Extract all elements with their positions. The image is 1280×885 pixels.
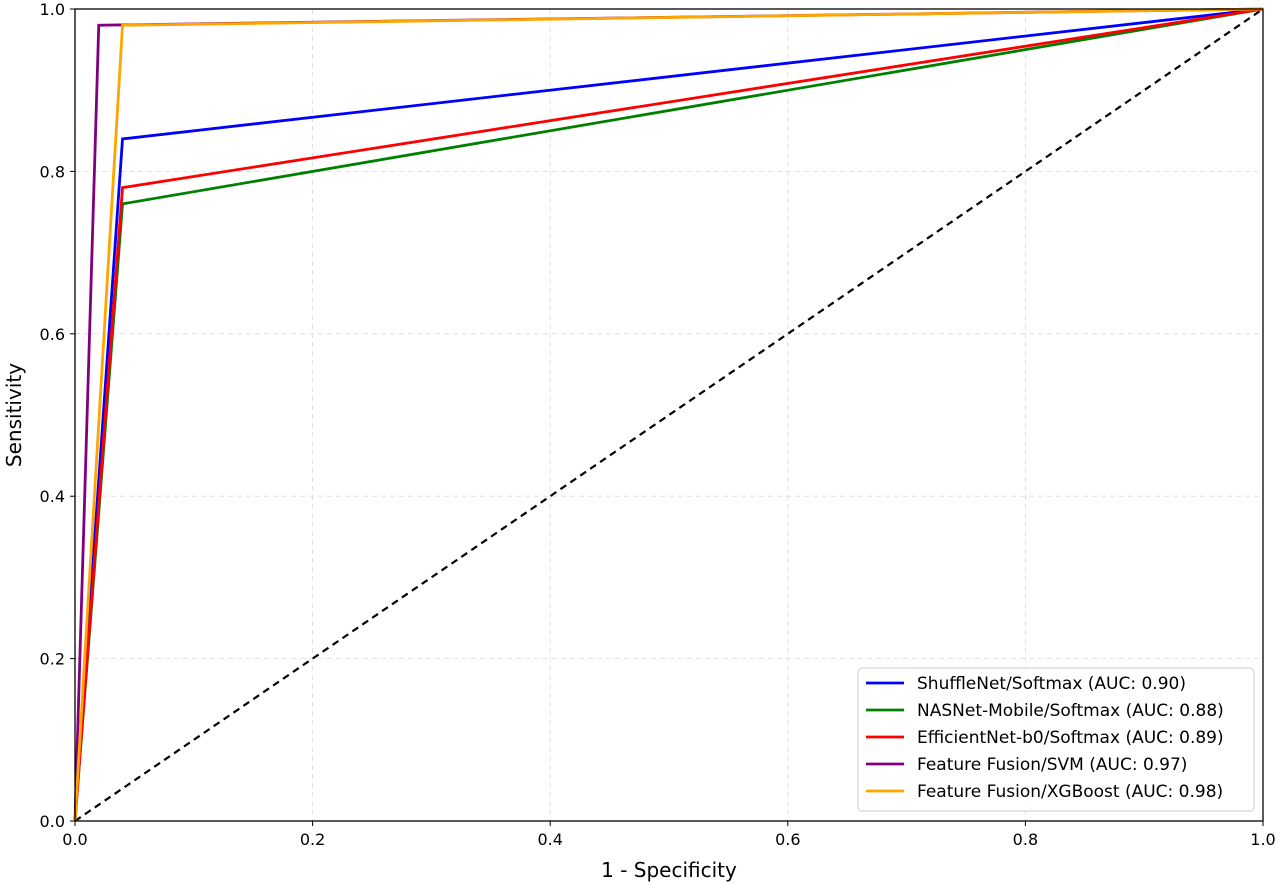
x-axis-label: 1 - Specificity	[601, 858, 737, 882]
ticks: 0.0 0.2 0.4 0.6 0.8 1.0 0.0 0.2 0.4 0.6 0.8 1.0	[40, 0, 1276, 849]
grid	[74, 8, 1264, 822]
legend-label: NASNet-Mobile/Softmax (AUC: 0.88)	[917, 701, 1224, 721]
legend-label: ShuffleNet/Softmax (AUC: 0.90)	[917, 674, 1186, 694]
y-tick-label: 0.2	[40, 650, 65, 669]
x-tick-label: 0.6	[775, 830, 800, 849]
x-tick-label: 0.4	[537, 830, 562, 849]
legend-label: EfficientNet-b0/Softmax (AUC: 0.89)	[917, 728, 1224, 748]
legend-box	[857, 667, 1255, 812]
plot-frame	[74, 8, 1264, 822]
y-tick-label: 0.8	[40, 162, 65, 181]
series-line-5	[73, 7, 1264, 822]
y-tick-label: 0.0	[40, 812, 65, 831]
legend-label: Feature Fusion/XGBoost (AUC: 0.98)	[917, 782, 1223, 802]
x-tick-label: 1.0	[1250, 830, 1275, 849]
series-line-3	[73, 7, 1264, 822]
legend-label: Feature Fusion/SVM (AUC: 0.97)	[917, 755, 1187, 775]
legend: ShuffleNet/Softmax (AUC: 0.90) NASNet-Mob…	[857, 667, 1255, 812]
x-tick-label: 0.8	[1013, 830, 1038, 849]
x-tick-label: 0.0	[62, 830, 87, 849]
series-group	[73, 7, 1264, 822]
y-tick-label: 0.6	[40, 325, 65, 344]
y-tick-label: 1.0	[40, 0, 65, 19]
y-axis-label: Sensitivity	[2, 363, 26, 467]
y-tick-label: 0.4	[40, 487, 65, 506]
x-tick-label: 0.2	[300, 830, 325, 849]
